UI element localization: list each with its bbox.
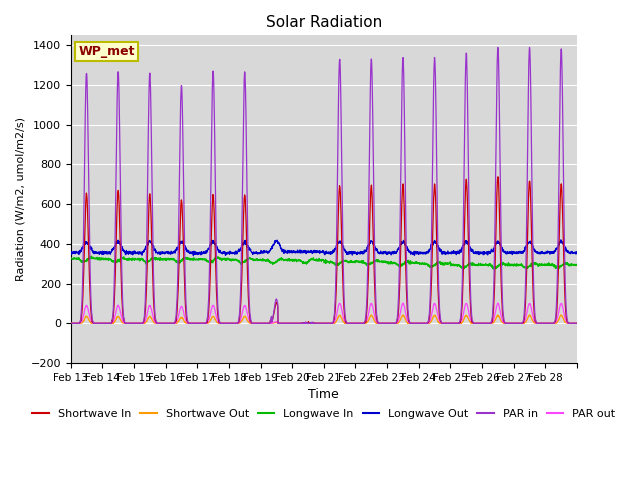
- Y-axis label: Radiation (W/m2, umol/m2/s): Radiation (W/m2, umol/m2/s): [15, 117, 25, 281]
- Title: Solar Radiation: Solar Radiation: [266, 15, 382, 30]
- Legend: Shortwave In, Shortwave Out, Longwave In, Longwave Out, PAR in, PAR out: Shortwave In, Shortwave Out, Longwave In…: [28, 404, 620, 423]
- X-axis label: Time: Time: [308, 388, 339, 401]
- Text: WP_met: WP_met: [78, 45, 135, 58]
